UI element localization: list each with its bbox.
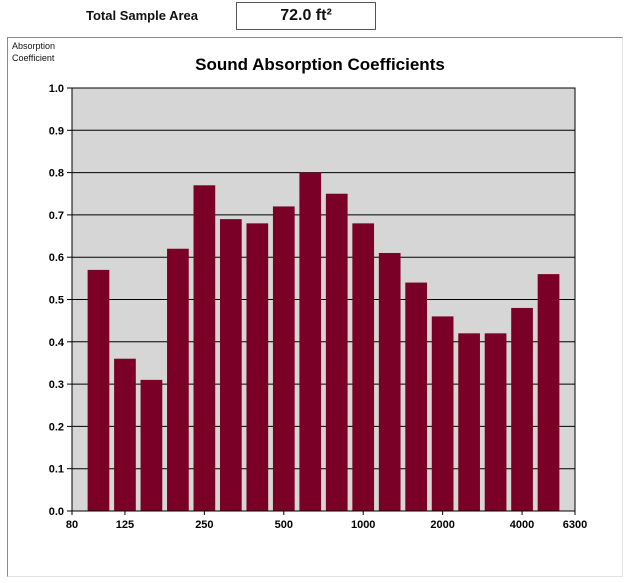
chart-title: Sound Absorption Coefficients (195, 55, 445, 74)
x-tick-label: 125 (116, 519, 134, 531)
bar (405, 282, 428, 511)
bar (325, 193, 348, 511)
bar (167, 248, 189, 512)
y-tick-label: 0.8 (49, 168, 64, 180)
bar (193, 185, 216, 512)
absorption-bar-chart: Absorption Coefficient Sound Absorption … (12, 41, 587, 531)
sample-area-value-field: 72.0 ft² (236, 2, 376, 30)
bar (219, 219, 242, 511)
bar (511, 307, 533, 511)
y-axis-label-line-1: Absorption (12, 41, 55, 51)
y-tick-label: 0.4 (49, 337, 65, 349)
sample-area-row: Total Sample Area 72.0 ft² (0, 0, 629, 34)
bar (87, 269, 110, 511)
y-tick-label: 0.2 (49, 421, 64, 433)
y-tick-label: 0.1 (49, 464, 64, 476)
x-tick-label: 4000 (510, 519, 534, 531)
x-tick-label: 1000 (351, 519, 375, 531)
chart-panel: Absorption Coefficient Sound Absorption … (7, 37, 623, 577)
x-tick-label: 80 (66, 519, 78, 531)
y-tick-label: 0.6 (49, 252, 64, 264)
bar-series (87, 172, 560, 512)
x-tick-label: 2000 (430, 519, 454, 531)
x-tick-label: 6300 (563, 519, 587, 531)
sample-area-label: Total Sample Area (86, 8, 198, 23)
y-tick-label: 0.3 (49, 379, 64, 391)
plot-frame (71, 87, 576, 512)
x-tick-label: 250 (195, 519, 213, 531)
y-tick-label: 0.0 (49, 506, 64, 518)
bar (378, 252, 401, 511)
bar (458, 333, 480, 511)
bar (140, 379, 163, 511)
bar (246, 223, 269, 512)
bar (114, 358, 136, 511)
bar (431, 316, 454, 511)
y-tick-label: 0.5 (49, 295, 64, 307)
bar (299, 172, 322, 511)
y-tick-label: 0.7 (49, 210, 64, 222)
y-tick-label: 0.9 (49, 125, 64, 137)
x-axis-ticks: 80 125 250 500 1000 2000 4000 6300 (66, 511, 587, 531)
y-tick-label: 1.0 (49, 83, 64, 95)
bar (352, 223, 375, 512)
y-axis-ticks: 0.0 0.1 0.2 0.3 0.4 0.5 0.6 0.7 0.8 0.9 1.0 (49, 83, 72, 518)
y-axis-label-line-2: Coefficient (12, 53, 55, 63)
bar (484, 333, 507, 511)
bar (272, 206, 295, 511)
bar (537, 274, 560, 511)
x-tick-label: 500 (275, 519, 293, 531)
